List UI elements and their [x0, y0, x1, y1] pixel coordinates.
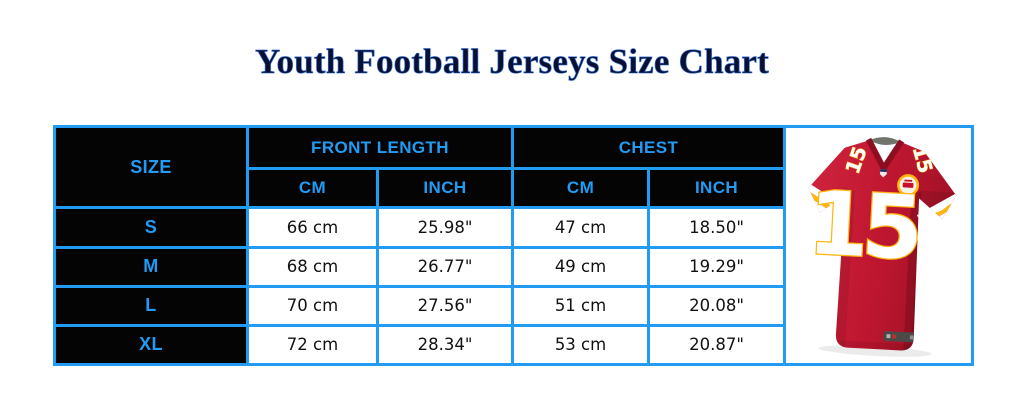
jersey-vneck — [865, 137, 904, 175]
cell-chest-cm: 47 cm — [511, 206, 651, 249]
size-label-m: M — [53, 245, 249, 288]
jersey-chest-number: 15 — [805, 172, 919, 280]
cell-chest-inch: 18.50" — [647, 206, 787, 249]
jersey-image: 15 15 — [799, 137, 959, 357]
size-label-s: S — [53, 206, 249, 249]
size-chart-table: SIZE FRONT LENGTH CHEST — [53, 124, 975, 367]
jersey-hem-shade — [832, 340, 915, 353]
cell-front-inch: 25.98" — [375, 206, 515, 249]
table-row-l: L 70 cm 27.56" 51 cm 20.08" — [53, 284, 973, 327]
jersey-shadow — [818, 345, 931, 357]
chiefs-patch-icon — [896, 174, 919, 197]
cell-front-cm: 68 cm — [246, 245, 379, 288]
header-front-length: FRONT LENGTH — [245, 124, 515, 171]
jersey-left-shade — [832, 186, 855, 349]
cell-chest-cm: 49 cm — [511, 245, 651, 288]
cell-chest-inch: 20.08" — [647, 284, 787, 327]
jock-tag — [882, 331, 921, 343]
size-label-xl: XL — [53, 323, 249, 367]
cell-front-inch: 28.34" — [375, 323, 515, 367]
table-row-xl: XL 72 cm 28.34" 53 cm 20.87" — [53, 323, 973, 367]
cell-chest-cm: 53 cm — [511, 323, 651, 367]
header-size: SIZE — [53, 124, 249, 210]
cell-front-inch: 27.56" — [375, 284, 515, 327]
subheader-front-cm: CM — [246, 167, 379, 210]
jersey-body: 15 15 — [799, 137, 959, 357]
jersey-collar-opening — [869, 137, 901, 145]
jersey-product-image: 15 15 — [783, 125, 975, 366]
cell-chest-inch: 19.29" — [647, 245, 787, 288]
header-chest: CHEST — [511, 124, 787, 171]
cell-front-cm: 66 cm — [246, 206, 379, 249]
cell-chest-cm: 51 cm — [511, 284, 651, 327]
nike-swoosh-icon — [931, 205, 948, 214]
jersey-torso — [808, 140, 956, 351]
cell-front-cm: 70 cm — [246, 284, 379, 327]
table-row-m: M 68 cm 26.77" 49 cm 19.29" — [53, 245, 973, 288]
subheader-chest-inch: INCH — [647, 167, 787, 210]
subheader-chest-cm: CM — [511, 167, 651, 210]
nfl-shield-icon — [879, 169, 887, 178]
page-title: Youth Football Jerseys Size Chart — [254, 42, 770, 82]
subheader-front-inch: INCH — [375, 167, 515, 210]
cell-front-inch: 26.77" — [375, 245, 515, 288]
size-label-l: L — [53, 284, 249, 327]
cell-front-cm: 72 cm — [246, 323, 379, 367]
jersey-right-shade — [902, 190, 921, 353]
table-row-s: S 66 cm 25.98" 47 cm 18.50" — [53, 206, 973, 249]
cell-chest-inch: 20.87" — [647, 323, 787, 367]
